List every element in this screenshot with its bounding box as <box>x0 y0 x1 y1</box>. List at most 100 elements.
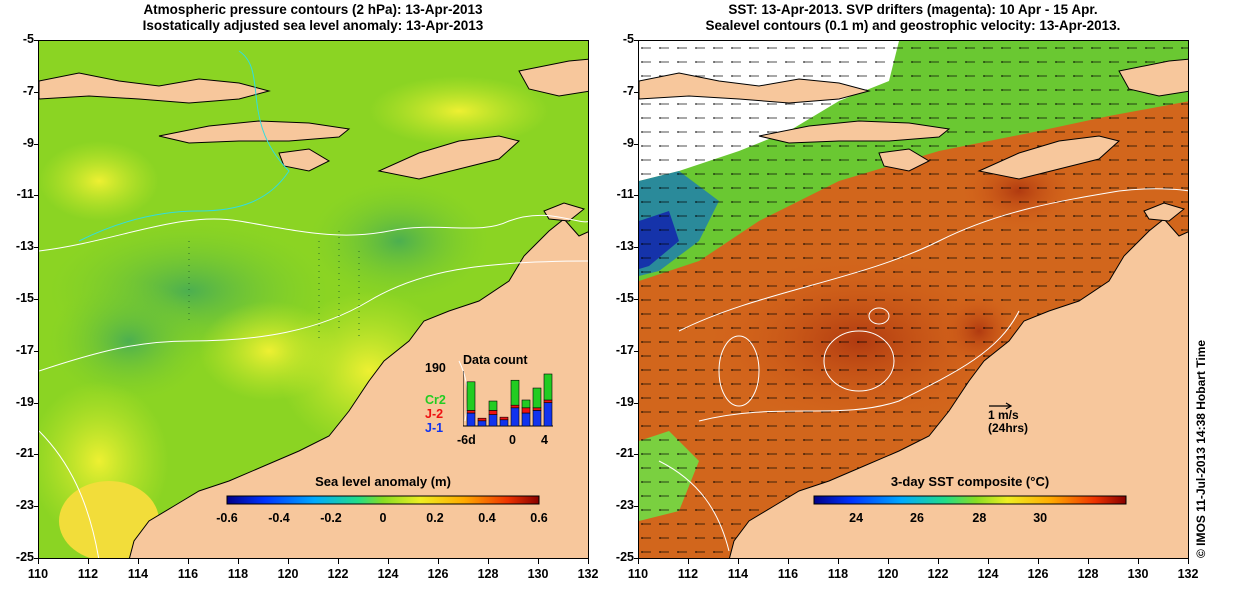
left-y-tick-mark <box>34 402 38 404</box>
left-y-tick-mark <box>34 506 38 508</box>
left-x-tick-label: 120 <box>277 567 299 581</box>
right-x-tick-label: 120 <box>877 567 899 581</box>
left-map-title: Atmospheric pressure contours (2 hPa): 1… <box>38 2 588 34</box>
left-y-tick-label: -25 <box>15 550 34 564</box>
right-x-tick-label: 128 <box>1077 567 1099 581</box>
left-y-tick-label: -19 <box>15 394 34 409</box>
inset-bar-cr2 <box>543 373 553 401</box>
data-count-inset: Data count 190 Cr2 J-2 J-1 -6d 0 4 <box>425 353 585 463</box>
inset-bar-j2 <box>543 399 553 403</box>
right-y-tick-mark <box>634 506 638 508</box>
left-y-tick-label: -15 <box>15 291 34 305</box>
left-y-tick-mark <box>34 40 38 41</box>
sst-colorbar <box>813 495 1127 505</box>
copyright-label: © IMOS 11-Jul-2013 14:38 Hobart Time <box>1194 339 1208 558</box>
left-map-graphic <box>39 41 588 558</box>
right-map-graphic <box>639 41 1188 558</box>
inset-ymax-label: 190 <box>425 361 446 375</box>
left-y-tick-label: -7 <box>22 83 34 98</box>
right-x-tick-mark <box>688 559 689 564</box>
right-title-line1: SST: 13-Apr-2013. SVP drifters (magenta)… <box>728 2 1098 17</box>
right-x-tick-mark <box>638 559 639 564</box>
right-y-tick-mark <box>634 454 638 456</box>
velocity-scale-label: 1 m/s <box>988 408 1019 422</box>
inset-bar-j1 <box>532 410 542 427</box>
inset-bar-j2 <box>532 407 542 411</box>
inset-bar-j1 <box>466 412 476 427</box>
legend-cr2: Cr2 <box>425 393 446 407</box>
left-y-tick-mark <box>34 143 38 145</box>
legend-j2: J-2 <box>425 407 444 421</box>
left-x-tick-label: 112 <box>77 567 99 581</box>
inset-bar-j1 <box>543 402 553 427</box>
inset-bar-j1 <box>488 414 498 427</box>
right-colorbar-tick: 30 <box>1033 511 1048 525</box>
left-y-tick-label: -17 <box>15 342 34 357</box>
right-x-tick-label: 118 <box>827 567 849 581</box>
inset-bar-j2 <box>499 416 509 421</box>
inset-bar-cr2 <box>521 399 531 409</box>
right-x-tick-label: 132 <box>1177 567 1199 581</box>
right-colorbar-tick: 24 <box>849 511 864 525</box>
right-x-tick-mark <box>838 559 839 564</box>
right-y-tick-label: -23 <box>615 498 634 513</box>
right-y-tick-label: -21 <box>615 446 634 461</box>
left-x-tick-label: 114 <box>127 567 149 581</box>
right-y-tick-label: -11 <box>616 187 634 202</box>
right-colorbar-tick: 28 <box>972 511 987 525</box>
left-y-tick-label: -23 <box>15 498 34 513</box>
inset-title: Data count <box>463 353 528 367</box>
left-x-tick-label: 122 <box>327 567 349 581</box>
left-sea-level-map[interactable]: Data count 190 Cr2 J-2 J-1 -6d 0 4 Sea l… <box>38 40 589 559</box>
inset-bar-j2 <box>477 417 487 422</box>
left-y-tick-mark <box>34 195 38 197</box>
right-sst-map[interactable]: 1 m/s (24hrs) 3-day SST composite (°C) 2… <box>638 40 1189 559</box>
inset-bar-cr2 <box>466 381 476 411</box>
left-title-line2: Isostatically adjusted sea level anomaly… <box>142 18 484 33</box>
inset-bar-j2 <box>510 404 520 409</box>
right-x-tick-mark <box>1188 559 1189 564</box>
left-colorbar-tick: 0 <box>379 511 387 525</box>
left-x-tick-label: 132 <box>577 567 599 581</box>
left-y-tick-label: -9 <box>22 135 34 150</box>
right-x-tick-label: 122 <box>927 567 949 581</box>
left-x-tick-label: 116 <box>177 567 199 581</box>
right-x-tick-label: 114 <box>727 567 749 581</box>
left-x-tick-mark <box>488 559 489 564</box>
right-y-tick-label: -17 <box>615 342 634 357</box>
right-x-tick-label: 110 <box>627 567 649 581</box>
left-x-tick-mark <box>338 559 339 564</box>
left-colorbar-tick: -0.6 <box>216 511 238 525</box>
right-y-tick-mark <box>634 195 638 197</box>
inset-bar-j1 <box>510 407 520 427</box>
inset-bar-j2 <box>521 407 531 414</box>
right-x-tick-mark <box>988 559 989 564</box>
left-title-line1: Atmospheric pressure contours (2 hPa): 1… <box>143 2 483 17</box>
right-y-tick-label: -25 <box>615 550 634 564</box>
left-y-tick-mark <box>34 350 38 352</box>
inset-bar-chart <box>463 371 553 427</box>
left-x-tick-mark <box>88 559 89 564</box>
left-x-tick-label: 118 <box>227 567 249 581</box>
legend-j1: J-1 <box>425 421 444 435</box>
left-y-tick-label: -13 <box>15 239 34 254</box>
inset-bar-j2 <box>488 410 498 415</box>
left-x-tick-mark <box>138 559 139 564</box>
right-x-tick-mark <box>1138 559 1139 564</box>
left-x-tick-mark <box>288 559 289 564</box>
right-title-line2: Sealevel contours (0.1 m) and geostrophi… <box>705 18 1121 33</box>
right-y-tick-label: -9 <box>622 135 634 150</box>
right-y-tick-mark <box>634 143 638 145</box>
left-y-tick-label: -11 <box>16 187 34 202</box>
left-x-tick-mark <box>38 559 39 564</box>
right-y-tick-label: -13 <box>615 239 634 254</box>
right-colorbar-tick: 26 <box>910 511 924 525</box>
right-x-tick-label: 116 <box>777 567 799 581</box>
left-y-tick-mark <box>34 247 38 249</box>
inset-bar-j1 <box>477 420 487 427</box>
right-y-tick-label: -15 <box>615 291 634 305</box>
inset-x-label-start: -6d <box>457 433 476 447</box>
left-y-tick-mark <box>34 299 38 300</box>
right-x-tick-label: 130 <box>1127 567 1149 581</box>
left-colorbar-tick: 0.6 <box>530 511 548 525</box>
